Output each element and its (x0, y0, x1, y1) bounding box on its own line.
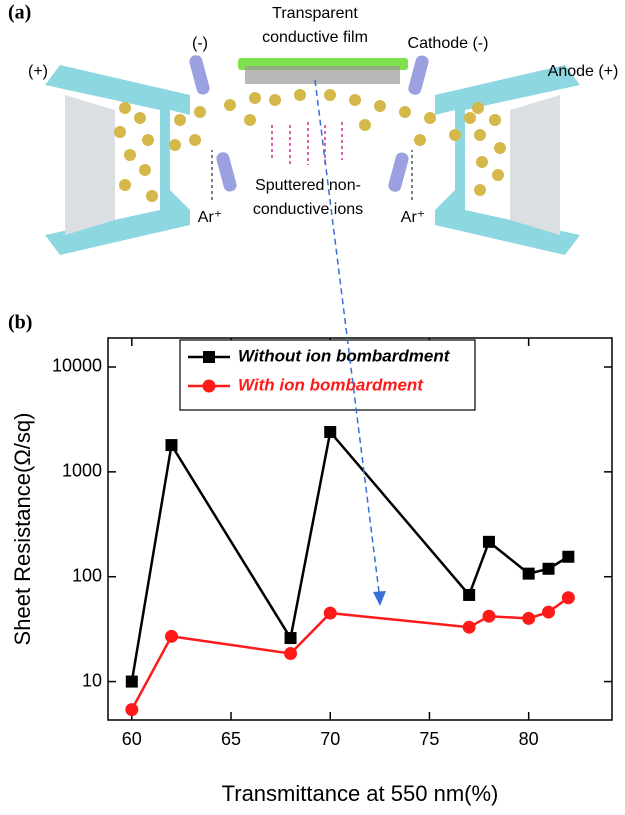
ion-dot (414, 134, 426, 146)
ions-label: Sputtered non- (255, 177, 361, 194)
electrode (216, 152, 237, 192)
ion-dot (249, 92, 261, 104)
legend-label: With ion bombardment (238, 375, 424, 394)
electrode (189, 55, 210, 95)
diagram: (a) Transparent conductive film (-) Cath… (0, 0, 625, 270)
ion-dot (449, 129, 461, 141)
ion-dot (269, 94, 281, 106)
panel-label: (a) (8, 2, 31, 24)
electrode (408, 55, 429, 95)
y-tick-label: 10000 (52, 356, 102, 376)
film-label: conductive film (262, 29, 368, 46)
cathode-label: Cathode (-) (408, 35, 489, 52)
right-insulator (510, 95, 560, 235)
panel-label: (b) (8, 312, 32, 334)
ion-dot (472, 102, 484, 114)
legend-marker (203, 351, 215, 363)
ion-dot (374, 100, 386, 112)
ion-dot (489, 114, 501, 126)
ion-dot (224, 99, 236, 111)
ion-dot (146, 190, 158, 202)
marker (324, 425, 337, 438)
marker (482, 535, 495, 548)
film-label: Transparent (272, 5, 358, 22)
legend-label: Without ion bombardment (238, 346, 451, 365)
ion-dot (244, 114, 256, 126)
marker (323, 606, 337, 620)
marker (522, 611, 536, 625)
ion-dot (294, 89, 306, 101)
marker (462, 620, 476, 634)
marker (542, 605, 556, 619)
anode-label: (+) (28, 63, 48, 80)
ion-dot (114, 126, 126, 138)
x-tick-label: 65 (221, 729, 241, 749)
marker (284, 647, 298, 661)
ion-dot (424, 112, 436, 124)
legend-marker (202, 379, 216, 393)
ion-dot (174, 114, 186, 126)
ion-dot (476, 156, 488, 168)
ion-dot (119, 179, 131, 191)
marker (561, 591, 575, 605)
x-tick-label: 75 (419, 729, 439, 749)
substrate (245, 66, 400, 84)
marker (125, 675, 138, 688)
pointer-arrowhead (373, 591, 386, 606)
ion-dot (139, 164, 151, 176)
y-axis-label: Sheet Resistance(Ω/sq) (10, 413, 35, 646)
ion-dot (359, 119, 371, 131)
ion-dot (194, 106, 206, 118)
marker (562, 550, 575, 563)
marker (165, 439, 178, 452)
y-tick-label: 100 (72, 565, 102, 585)
marker (284, 632, 297, 645)
ion-dot (189, 134, 201, 146)
left-target (45, 65, 190, 255)
right-target (435, 65, 580, 255)
marker (482, 609, 496, 623)
pointer-arrow (314, 79, 381, 601)
marker (522, 567, 535, 580)
ar-label: Ar⁺ (401, 209, 425, 226)
ion-dot (124, 149, 136, 161)
x-tick-label: 60 (122, 729, 142, 749)
ion-dot (474, 184, 486, 196)
plot-frame (107, 337, 613, 721)
series-line (130, 429, 569, 682)
x-axis-label: Transmittance at 550 nm(%) (222, 781, 499, 806)
ion-dot (324, 89, 336, 101)
ion-dot (399, 106, 411, 118)
ion-dot (349, 94, 361, 106)
ion-dot (492, 169, 504, 181)
ar-label: Ar⁺ (198, 209, 222, 226)
ions (114, 89, 506, 202)
electrode (388, 152, 409, 192)
marker (125, 703, 139, 717)
ion-dot (464, 112, 476, 124)
left-insulator (65, 95, 115, 235)
ion-dot (494, 142, 506, 154)
cathode-label: (-) (192, 35, 208, 52)
y-tick-label: 1000 (62, 461, 102, 481)
ion-dot (142, 134, 154, 146)
x-tick-label: 70 (320, 729, 340, 749)
series-line (130, 596, 570, 711)
marker (542, 562, 555, 575)
marker (164, 629, 178, 643)
ion-dot (474, 129, 486, 141)
x-tick-label: 80 (519, 729, 539, 749)
ion-dot (169, 139, 181, 151)
anode-label: Anode (+) (548, 63, 619, 80)
plot: 10 100 1000 10000 60 65 70 75 80 Transmittance at… (10, 337, 613, 806)
sputtered-ions (271, 122, 343, 165)
ion-dot (119, 102, 131, 114)
y-tick-label: 10 (82, 670, 102, 690)
legend-box (179, 339, 476, 411)
ions-label: conductive ions (253, 201, 363, 218)
marker (463, 588, 476, 601)
ion-dot (134, 112, 146, 124)
